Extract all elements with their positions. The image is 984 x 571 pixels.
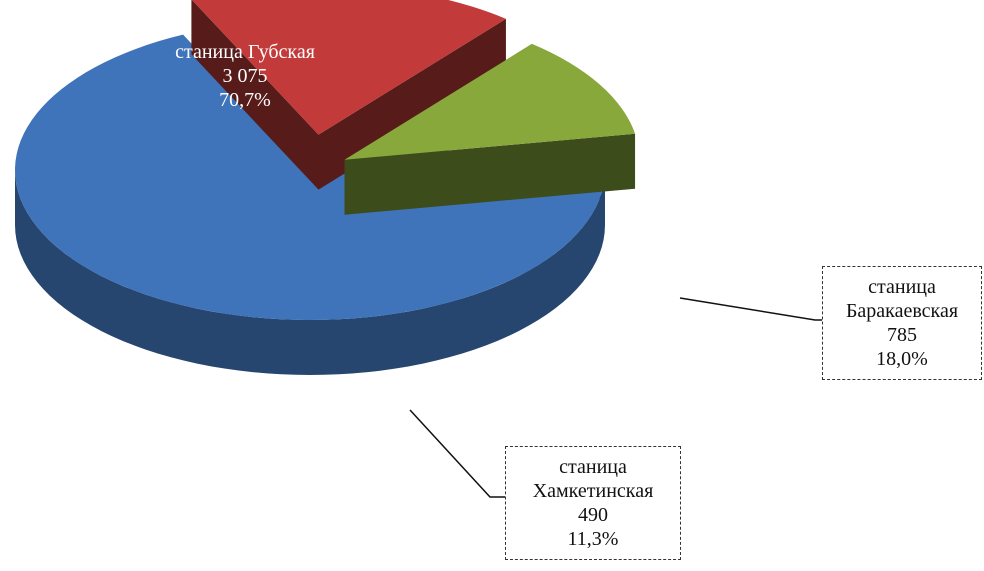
label-line: 70,7% — [219, 89, 271, 111]
data-label: станица Хамкетинская 490 11,3% — [505, 446, 681, 560]
label-line: станица Хамкетинская — [532, 456, 654, 502]
label-line: станица Губская — [175, 41, 315, 63]
label-line: 490 — [578, 504, 608, 526]
leader-line — [409, 409, 505, 498]
data-label: станица Баракаевская 785 18,0% — [822, 266, 982, 380]
label-line: станица Баракаевская — [845, 276, 959, 322]
data-label: станица Губская 3 075 70,7% — [155, 40, 335, 112]
slice — [192, 0, 506, 135]
slice — [344, 43, 636, 160]
slice-side — [15, 170, 605, 375]
leader-line — [679, 297, 822, 321]
slice-edge-wall — [191, 0, 319, 190]
label-line: 18,0% — [876, 348, 928, 370]
label-line: 3 075 — [222, 65, 268, 87]
slice-edge-wall — [344, 133, 636, 215]
label-line: 785 — [887, 324, 917, 346]
label-line: 11,3% — [567, 528, 619, 550]
